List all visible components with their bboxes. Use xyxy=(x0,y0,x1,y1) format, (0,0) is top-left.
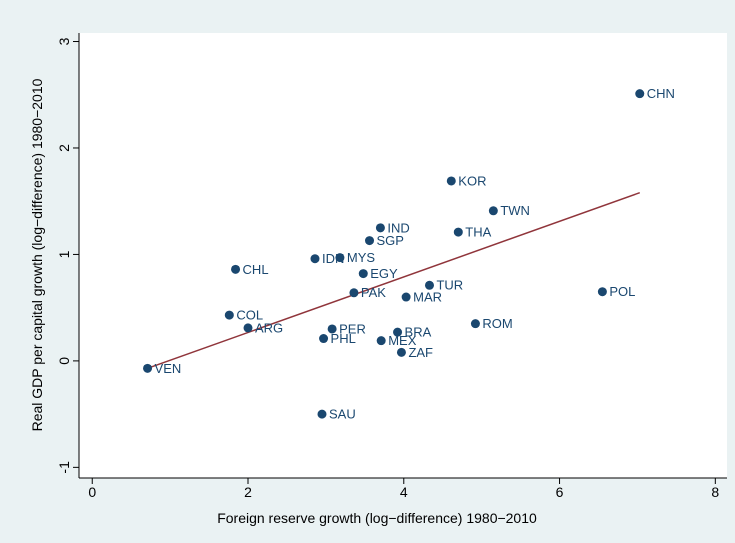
point xyxy=(365,236,375,246)
point-label: PHL xyxy=(331,331,356,346)
point-label: CHN xyxy=(647,86,675,101)
point xyxy=(488,206,498,216)
point-label: IND xyxy=(387,220,409,235)
point-label: PER xyxy=(339,321,366,336)
point xyxy=(375,223,385,233)
point xyxy=(376,336,386,346)
point xyxy=(396,347,406,357)
point-label: MEX xyxy=(388,333,417,348)
point-label: CHL xyxy=(243,262,269,277)
point-label: COL xyxy=(236,308,263,323)
point-label: TWN xyxy=(500,203,530,218)
fit-line xyxy=(147,191,641,370)
point-label: THA xyxy=(465,225,491,240)
point-label: ZAF xyxy=(408,345,433,360)
x-tick-label: 0 xyxy=(88,484,96,500)
point-label: PAK xyxy=(361,285,386,300)
y-tick-label: -1 xyxy=(56,461,72,474)
point-label: KOR xyxy=(458,173,486,188)
point xyxy=(335,253,345,263)
point xyxy=(143,363,153,373)
x-tick-label: 6 xyxy=(556,484,564,500)
point-label: SGP xyxy=(377,233,404,248)
point-label: ROM xyxy=(482,316,512,331)
point xyxy=(470,319,480,329)
point xyxy=(358,269,368,279)
point-label: BRA xyxy=(405,325,432,340)
point-label: MAR xyxy=(413,289,442,304)
plot-area xyxy=(79,33,727,478)
y-axis-title: Real GDP per capital growth (log−differe… xyxy=(29,78,45,431)
point xyxy=(317,409,327,419)
y-tick-label: 0 xyxy=(56,357,72,365)
point xyxy=(446,176,456,186)
point xyxy=(327,324,337,334)
y-tick-label: 3 xyxy=(56,37,72,45)
point xyxy=(424,280,434,290)
x-axis-title: Foreign reserve growth (log−difference) … xyxy=(217,510,537,526)
point xyxy=(453,227,463,237)
point xyxy=(243,323,253,333)
point xyxy=(319,334,329,344)
point-label: TUR xyxy=(436,278,463,293)
point xyxy=(597,287,607,297)
x-tick-label: 8 xyxy=(711,484,719,500)
point-label: EGY xyxy=(370,266,398,281)
point-label: POL xyxy=(609,284,635,299)
x-tick-label: 4 xyxy=(400,484,408,500)
point-label: SAU xyxy=(329,407,356,422)
point xyxy=(224,310,234,320)
point xyxy=(231,264,241,274)
point xyxy=(310,254,320,264)
point-label: ARG xyxy=(255,320,283,335)
point-label: MYS xyxy=(347,250,376,265)
point xyxy=(401,292,411,302)
x-tick-label: 2 xyxy=(244,484,252,500)
point xyxy=(393,327,403,337)
point-label: VEN xyxy=(155,361,182,376)
point xyxy=(635,89,645,99)
y-tick-label: 2 xyxy=(56,144,72,152)
y-tick-label: 1 xyxy=(56,250,72,258)
point xyxy=(349,288,359,298)
